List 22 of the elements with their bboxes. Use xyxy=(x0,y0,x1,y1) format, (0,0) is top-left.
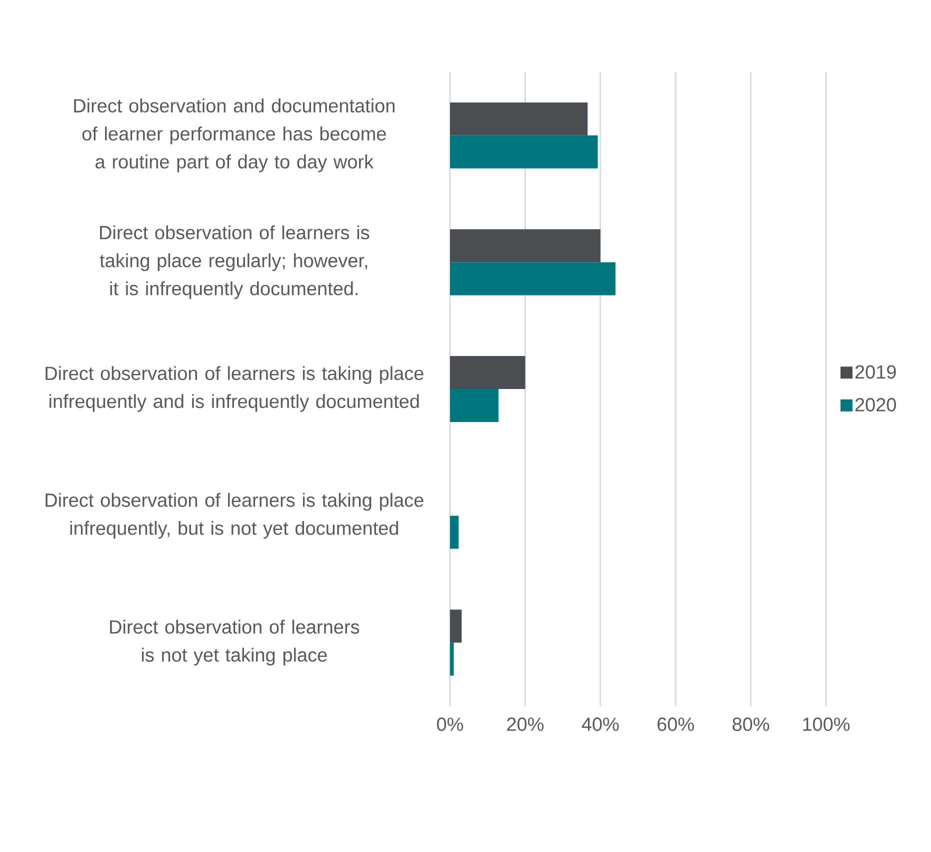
legend-label: 2020 xyxy=(855,398,896,412)
bar xyxy=(450,642,454,676)
bar xyxy=(450,356,526,390)
bar xyxy=(450,229,600,262)
bar xyxy=(450,135,598,168)
x-tick-label: 100% xyxy=(803,718,850,731)
x-tick-label: 40% xyxy=(582,718,619,731)
x-tick-label: 0% xyxy=(437,718,464,731)
bar xyxy=(450,262,616,296)
x-tick-label: 20% xyxy=(507,718,544,731)
y-tick-label: Direct observation and documentation of learner performance has become a routine part of day to day work xyxy=(74,98,394,172)
y-tick-label: Direct observation of learners is taking place infrequently, but is not yet documented xyxy=(46,492,424,539)
bar xyxy=(450,389,499,422)
y-tick-label: Direct observation of learners is not yet taking place xyxy=(110,620,360,666)
y-tick-label: Direct observation of learners is taking place infrequently and is infrequently documented xyxy=(46,366,424,412)
x-tick-label: 80% xyxy=(732,718,770,731)
y-tick-label: Direct observation of learners is taking place regularly; however, it is infrequently documented. xyxy=(100,225,370,300)
x-tick-label: 60% xyxy=(658,718,694,731)
bar xyxy=(450,102,588,136)
bar xyxy=(450,516,459,549)
bar xyxy=(450,610,462,643)
legend-label: 2019 xyxy=(855,365,896,379)
